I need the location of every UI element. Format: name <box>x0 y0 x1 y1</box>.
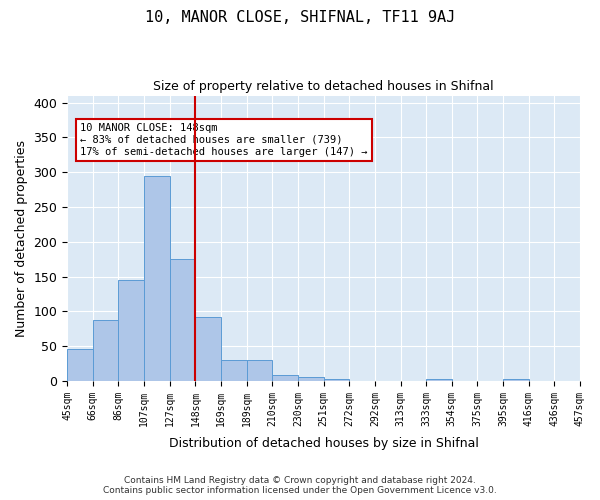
Bar <box>144 176 170 381</box>
Text: Contains HM Land Registry data © Crown copyright and database right 2024.
Contai: Contains HM Land Registry data © Crown c… <box>103 476 497 495</box>
Bar <box>118 280 144 381</box>
Bar <box>426 379 452 381</box>
Text: 10, MANOR CLOSE, SHIFNAL, TF11 9AJ: 10, MANOR CLOSE, SHIFNAL, TF11 9AJ <box>145 10 455 25</box>
Bar <box>93 320 118 381</box>
Bar <box>323 379 349 381</box>
Text: 10 MANOR CLOSE: 148sqm
← 83% of detached houses are smaller (739)
17% of semi-de: 10 MANOR CLOSE: 148sqm ← 83% of detached… <box>80 124 367 156</box>
Title: Size of property relative to detached houses in Shifnal: Size of property relative to detached ho… <box>153 80 494 93</box>
Bar <box>272 376 298 381</box>
Bar <box>67 349 93 381</box>
Bar <box>503 379 529 381</box>
X-axis label: Distribution of detached houses by size in Shifnal: Distribution of detached houses by size … <box>169 437 479 450</box>
Bar <box>170 259 196 381</box>
Bar <box>221 360 247 381</box>
Bar <box>247 360 272 381</box>
Bar <box>298 378 323 381</box>
Y-axis label: Number of detached properties: Number of detached properties <box>15 140 28 336</box>
Bar <box>196 317 221 381</box>
